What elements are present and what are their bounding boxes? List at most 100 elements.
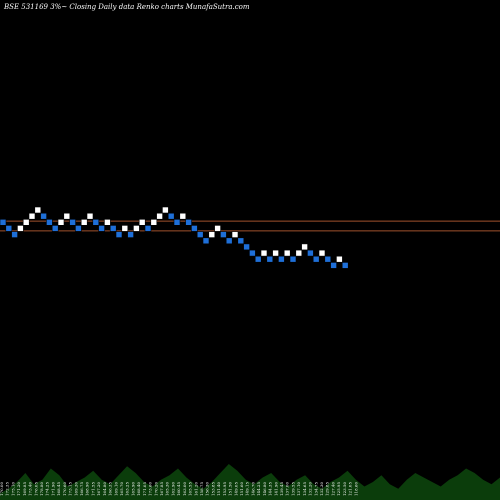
renko-brick-down [92, 219, 100, 226]
x-tick-label: 158.75 [199, 482, 204, 496]
x-tick-label: 163.25 [125, 482, 130, 496]
renko-brick-down [243, 243, 250, 251]
x-tick-label: 127.40 [330, 482, 335, 496]
x-tick-label: 134.65 [302, 482, 307, 496]
renko-brick-down [225, 237, 233, 245]
renko-brick-down [341, 262, 349, 269]
x-tick-label: 171.90 [50, 482, 55, 496]
x-tick-label: 121.05 [348, 482, 353, 496]
renko-brick-up [301, 243, 308, 251]
renko-brick-up [34, 206, 42, 214]
renko-brick-down [40, 212, 47, 220]
x-tick-label: 175.10 [10, 482, 15, 496]
x-tick-label: 171.05 [142, 482, 147, 496]
renko-brick-up [17, 225, 24, 232]
renko-brick-down [220, 231, 227, 238]
x-tick-label: 172.35 [5, 482, 10, 496]
x-tick-label: 166.35 [108, 482, 113, 496]
renko-brick-down [173, 219, 181, 226]
x-tick-label: 178.80 [39, 482, 44, 496]
x-tick-label: 146.70 [250, 482, 255, 496]
renko-brick-down [127, 231, 134, 238]
renko-brick-up [86, 212, 94, 220]
x-tick-label: 141.90 [273, 482, 278, 496]
x-tick-label: 171.55 [90, 482, 95, 496]
renko-brick-down [254, 255, 262, 263]
renko-brick-down [0, 219, 7, 226]
x-tick-label: 144.35 [268, 482, 273, 496]
renko-brick-down [249, 249, 256, 257]
x-tick-label: 170.20 [153, 482, 158, 496]
x-tick-label: 151.40 [216, 482, 221, 496]
x-tick-label: 171.20 [16, 482, 21, 496]
x-tick-label: 118.60 [353, 482, 358, 496]
renko-brick-up [179, 212, 187, 220]
chart-title: BSE 531169 3%~ Closing Daily data Renko … [3, 3, 250, 11]
renko-brick-down [46, 219, 53, 226]
renko-brick-up [231, 231, 239, 238]
renko-brick-up [22, 219, 30, 226]
x-tick-label: 173.15 [68, 482, 73, 496]
x-tick-label: 123.50 [342, 482, 347, 496]
x-tick-label: 165.90 [130, 482, 135, 496]
x-tick-label: 149.05 [233, 482, 238, 496]
renko-brick-down [191, 225, 198, 232]
renko-brick-up [336, 255, 343, 263]
renko-brick-down [98, 225, 105, 232]
x-tick-label: 168.90 [85, 482, 90, 496]
x-tick-label: 144.25 [256, 482, 261, 496]
renko-brick-up [121, 225, 129, 232]
renko-brick-down [196, 231, 204, 238]
x-tick-label: 137.10 [296, 482, 301, 496]
x-tick-label: 161.20 [193, 482, 198, 496]
renko-brick-up [150, 219, 158, 226]
renko-brick-down [51, 225, 59, 232]
x-tick-label: 167.20 [96, 482, 101, 496]
renko-brick-down [115, 231, 123, 238]
renko-brick-up [28, 212, 36, 220]
renko-brick-up [57, 219, 65, 226]
renko-brick-up [133, 225, 140, 232]
x-tick-label: 165.55 [188, 482, 193, 496]
x-tick-label: 151.60 [239, 482, 244, 496]
x-tick-label: 134.75 [313, 482, 318, 496]
x-tick-label: 153.95 [222, 482, 227, 496]
x-tick-label: 174.25 [45, 482, 50, 496]
renko-brick-up [80, 219, 88, 226]
x-tick-label: 149.15 [245, 482, 250, 496]
x-tick-label: 146.80 [262, 482, 267, 496]
renko-brick-down [185, 219, 192, 226]
x-tick-label: 137.00 [285, 482, 290, 496]
x-tick-label: 170.60 [62, 482, 67, 496]
x-tick-label: 165.70 [119, 482, 124, 496]
renko-brick-down [5, 225, 13, 232]
x-tick-label: 168.40 [136, 482, 141, 496]
renko-brick-down [75, 225, 82, 232]
renko-brick-down [202, 237, 210, 245]
renko-brick-up [272, 249, 279, 257]
x-tick-label: 156.30 [205, 482, 210, 496]
renko-brick-up [162, 206, 169, 214]
renko-brick-down [312, 255, 320, 263]
x-tick-label: 132.20 [308, 482, 313, 496]
renko-brick-up [295, 249, 303, 257]
x-tick-label: 163.00 [182, 482, 187, 496]
renko-brick-down [109, 225, 117, 232]
renko-brick-down [266, 255, 274, 263]
x-tick-label: 169.85 [22, 482, 27, 496]
renko-brick-up [260, 249, 268, 257]
x-tick-label: 165.30 [165, 482, 170, 496]
x-tick-label: 167.85 [159, 482, 164, 496]
renko-brick-down [324, 255, 332, 263]
x-tick-label: 176.05 [33, 482, 38, 496]
x-tick-label: 166.75 [79, 482, 84, 496]
renko-brick-up [156, 212, 163, 220]
renko-brick-down [69, 219, 76, 226]
volume-area-path [0, 464, 500, 500]
x-tick-label: 173.60 [148, 482, 153, 496]
x-tick-label: 132.30 [319, 482, 324, 496]
renko-brick-up [104, 219, 111, 226]
x-tick-label: 162.90 [170, 482, 175, 496]
x-tick-label: 168.45 [56, 482, 61, 496]
renko-brick-down [289, 255, 297, 263]
